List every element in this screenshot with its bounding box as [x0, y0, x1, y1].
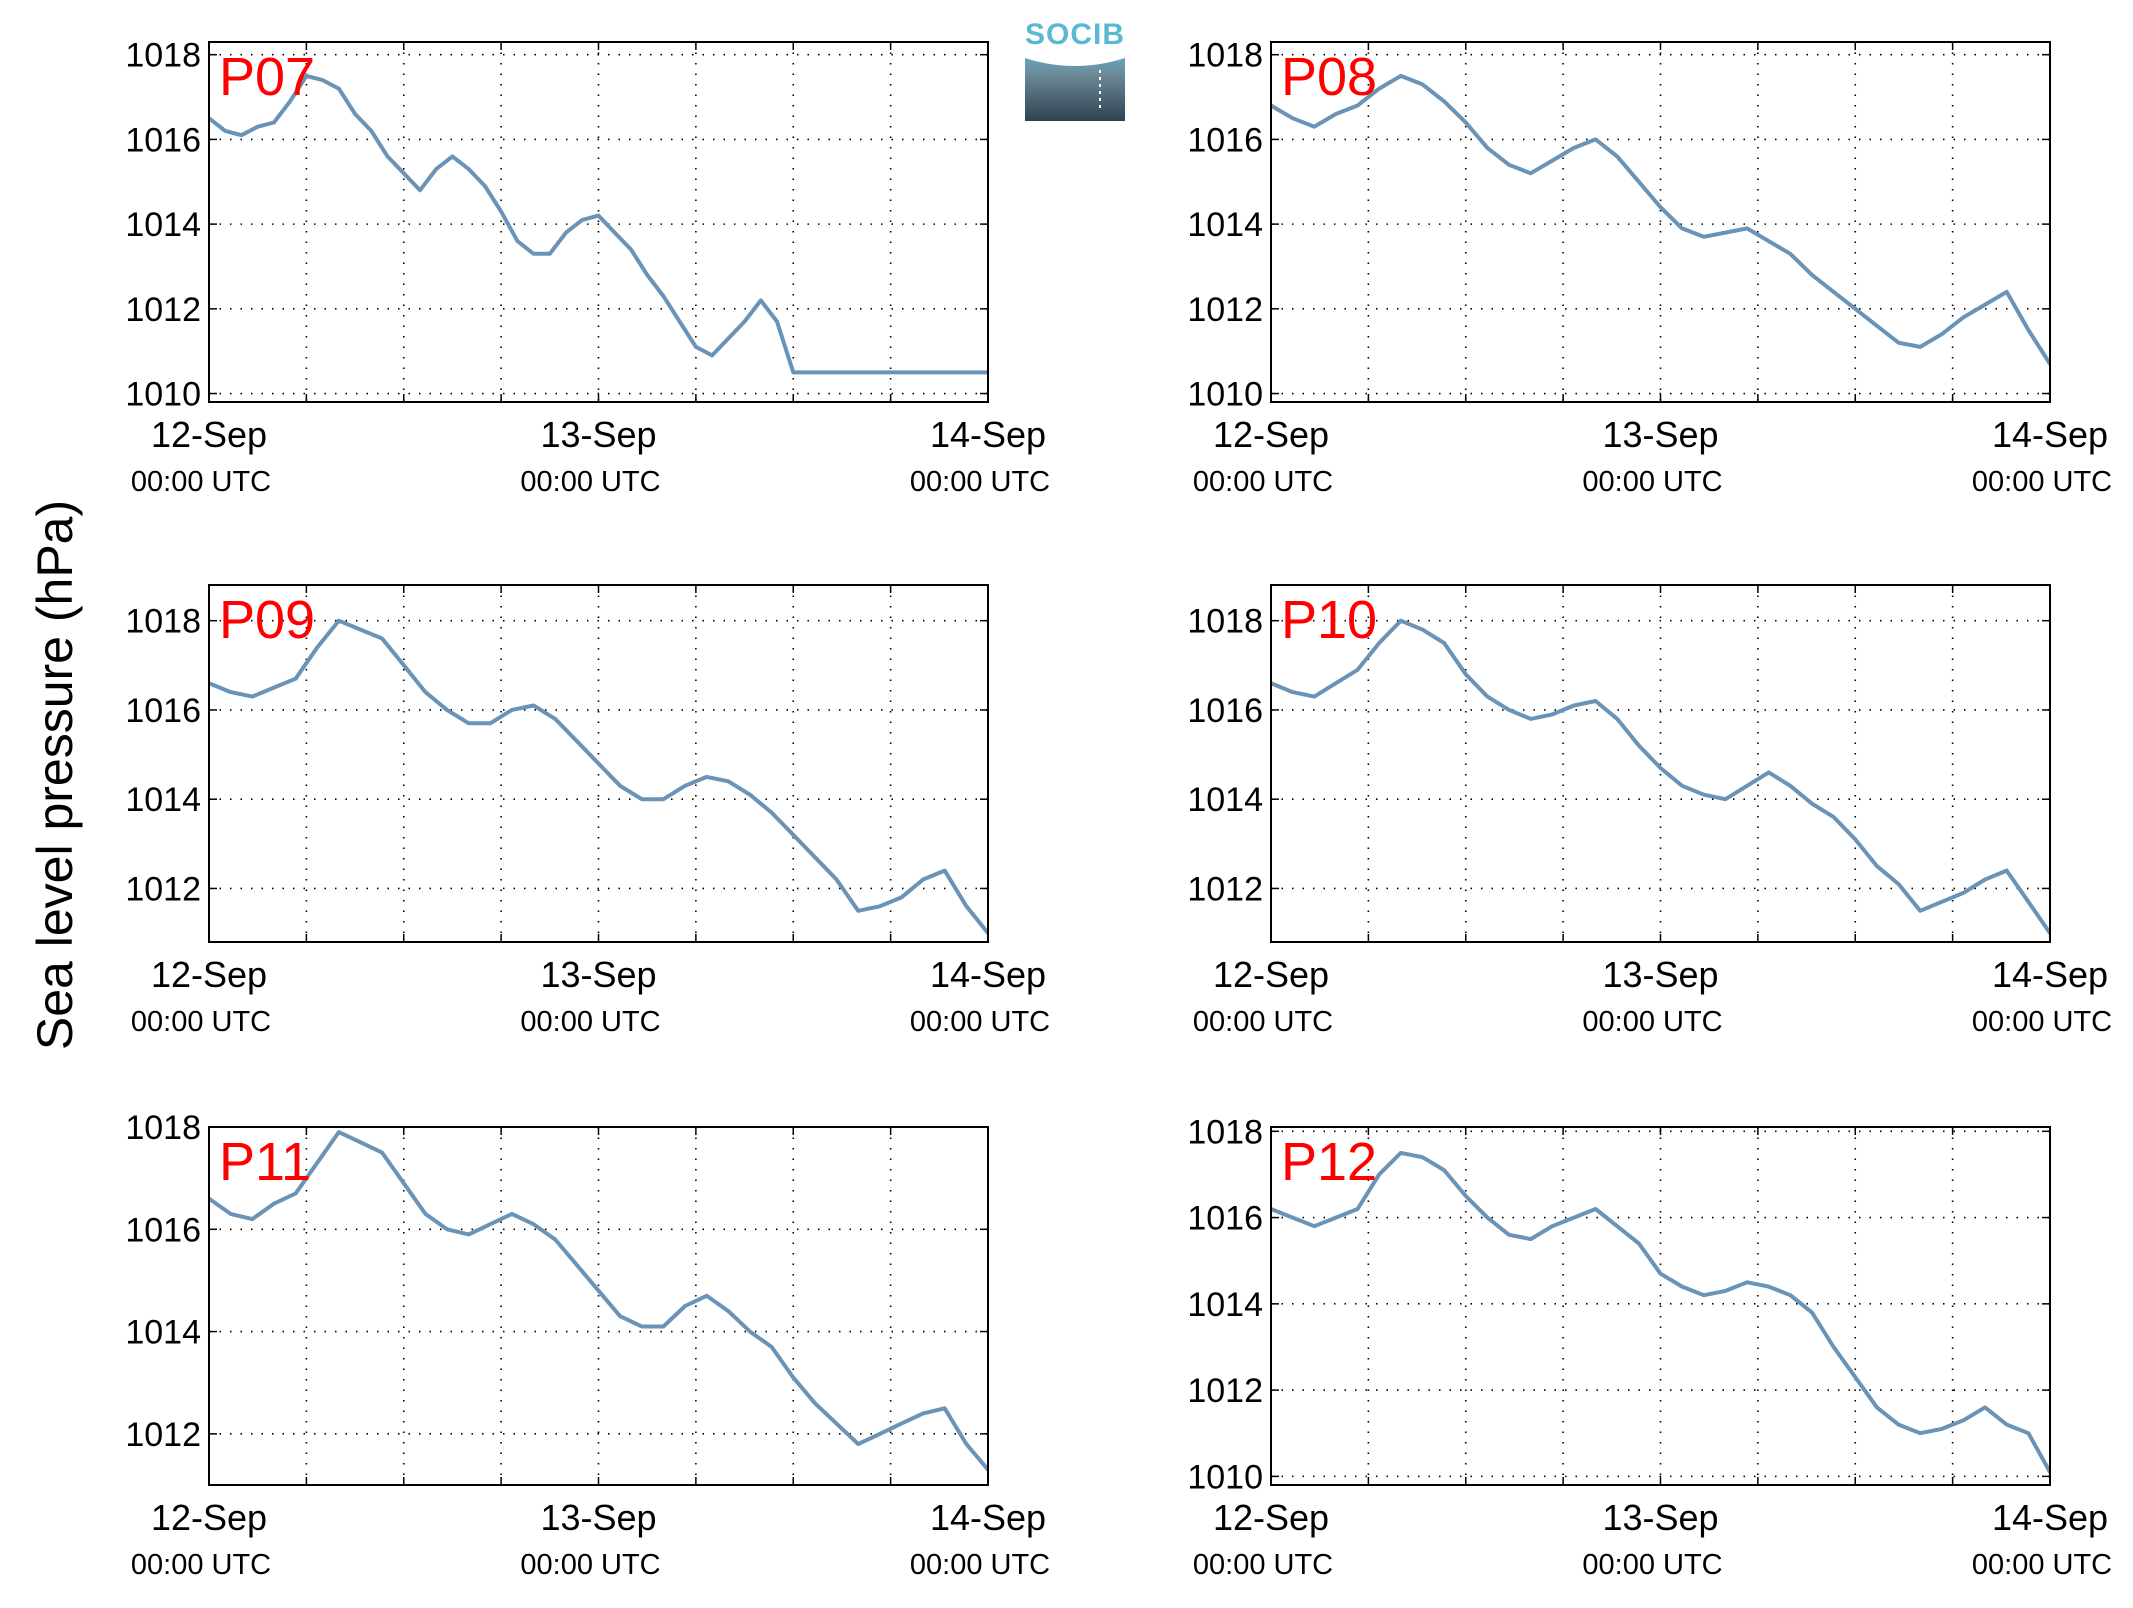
y-tick-label: 1010	[125, 376, 201, 414]
axes-frame	[208, 584, 989, 943]
y-tick-label: 1014	[1187, 206, 1263, 244]
y-tick-label: 1014	[1187, 1286, 1263, 1324]
x-tick-label-date: 13-Sep	[540, 954, 656, 995]
x-tick-label-time: 00:00 UTC	[1972, 1549, 2112, 1581]
x-tick-label-date: 14-Sep	[930, 414, 1046, 455]
panel-p07: 1010 1012 1014 1016 1018 12-Sep 00:00 UTC 13-Se…	[125, 37, 1050, 498]
x-tick-label-time: 00:00 UTC	[910, 1006, 1050, 1038]
x-tick-label-date: 14-Sep	[1992, 954, 2108, 995]
panel-title: P07	[219, 47, 315, 107]
panel-title: P08	[1281, 47, 1377, 107]
panel-p10: 1012 1014 1016 1018 12-Sep 00:00 UTC 13-Sep 00:…	[1187, 584, 2112, 1038]
x-tick-label-time: 00:00 UTC	[1582, 1006, 1722, 1038]
y-tick-label: 1014	[1187, 781, 1263, 819]
y-tick-label: 1016	[1187, 1200, 1263, 1238]
x-tick-label-time: 00:00 UTC	[1193, 1549, 1333, 1581]
x-tick-label-date: 14-Sep	[1992, 1497, 2108, 1538]
x-tick-label-date: 12-Sep	[151, 1497, 267, 1538]
y-tick-label: 1016	[1187, 121, 1263, 159]
x-tick-label-time: 00:00 UTC	[910, 1549, 1050, 1581]
y-tick-label: 1018	[125, 1109, 201, 1147]
panel-title: P09	[219, 590, 315, 650]
series-line	[209, 73, 988, 375]
y-tick-label: 1016	[1187, 692, 1263, 730]
x-tick-label-date: 13-Sep	[1602, 954, 1718, 995]
y-tick-label: 1014	[125, 206, 201, 244]
y-tick-label: 1012	[1187, 291, 1263, 329]
axes-frame	[1270, 584, 2051, 943]
series-line	[209, 618, 988, 936]
x-tick-label-date: 12-Sep	[151, 414, 267, 455]
x-tick-label-date: 14-Sep	[930, 954, 1046, 995]
x-tick-label-date: 14-Sep	[930, 1497, 1046, 1538]
x-tick-label-time: 00:00 UTC	[1193, 466, 1333, 498]
panel-p12: 1010 1012 1014 1016 1018 12-Sep 00:00 UTC 13-Se…	[1187, 1113, 2112, 1581]
y-tick-label: 1018	[1187, 37, 1263, 75]
y-tick-label: 1014	[125, 1314, 201, 1352]
x-tick-label-date: 12-Sep	[1213, 414, 1329, 455]
y-tick-label: 1018	[125, 603, 201, 641]
panel-title: P11	[219, 1132, 311, 1192]
panel-p09: 1012 1014 1016 1018 12-Sep 00:00 UTC 13-Sep 00:…	[125, 584, 1050, 1038]
x-tick-label-date: 12-Sep	[151, 954, 267, 995]
y-tick-label: 1016	[125, 692, 201, 730]
axes-frame	[208, 1126, 989, 1486]
x-tick-label-date: 14-Sep	[1992, 414, 2108, 455]
series-line	[1271, 1150, 2050, 1475]
y-tick-label: 1012	[125, 291, 201, 329]
y-tick-label: 1018	[1187, 1113, 1263, 1151]
x-tick-label-date: 13-Sep	[1602, 1497, 1718, 1538]
x-tick-label-date: 12-Sep	[1213, 954, 1329, 995]
series-line	[1271, 73, 2050, 366]
x-tick-label-date: 13-Sep	[540, 414, 656, 455]
x-tick-label-time: 00:00 UTC	[1582, 1549, 1722, 1581]
panel-title: P12	[1281, 1132, 1377, 1192]
panel-p08: 1010 1012 1014 1016 1018 12-Sep 00:00 UTC 13-Se…	[1187, 37, 2112, 498]
x-tick-label-time: 00:00 UTC	[131, 466, 271, 498]
series-line	[1271, 618, 2050, 936]
y-tick-label: 1016	[125, 121, 201, 159]
x-tick-label-time: 00:00 UTC	[520, 1549, 660, 1581]
x-tick-label-time: 00:00 UTC	[520, 466, 660, 498]
y-tick-label: 1012	[1187, 870, 1263, 908]
x-tick-label-date: 12-Sep	[1213, 1497, 1329, 1538]
y-tick-label: 1012	[1187, 1372, 1263, 1410]
y-tick-label: 1016	[125, 1211, 201, 1249]
y-tick-label: 1018	[125, 37, 201, 75]
panel-title: P10	[1281, 590, 1377, 650]
x-tick-label-time: 00:00 UTC	[131, 1549, 271, 1581]
panels-group: 1010 1012 1014 1016 1018 12-Sep 00:00 UTC 13-Se…	[125, 37, 2112, 1581]
socib-logo: SOCIB	[1025, 18, 1125, 121]
x-tick-label-time: 00:00 UTC	[1193, 1006, 1333, 1038]
y-tick-label: 1018	[1187, 603, 1263, 641]
x-tick-label-time: 00:00 UTC	[1972, 466, 2112, 498]
series-line	[209, 1130, 988, 1472]
y-tick-label: 1010	[1187, 1458, 1263, 1496]
x-tick-label-date: 13-Sep	[1602, 414, 1718, 455]
x-tick-label-time: 00:00 UTC	[131, 1006, 271, 1038]
axes-frame	[1270, 41, 2051, 403]
logo-text: SOCIB	[1025, 18, 1125, 51]
y-tick-label: 1014	[125, 781, 201, 819]
y-tick-label: 1012	[125, 1416, 201, 1454]
y-axis-label: Sea level pressure (hPa)	[27, 500, 83, 1050]
x-tick-label-time: 00:00 UTC	[1972, 1006, 2112, 1038]
panel-p11: 1012 1014 1016 1018 12-Sep 00:00 UTC 13-Sep 00:…	[125, 1109, 1050, 1581]
y-tick-label: 1012	[125, 870, 201, 908]
x-tick-label-date: 13-Sep	[540, 1497, 656, 1538]
y-tick-label: 1010	[1187, 376, 1263, 414]
axes-frame	[208, 41, 989, 403]
axes-frame	[1270, 1126, 2051, 1486]
x-tick-label-time: 00:00 UTC	[520, 1006, 660, 1038]
x-tick-label-time: 00:00 UTC	[910, 466, 1050, 498]
x-tick-label-time: 00:00 UTC	[1582, 466, 1722, 498]
